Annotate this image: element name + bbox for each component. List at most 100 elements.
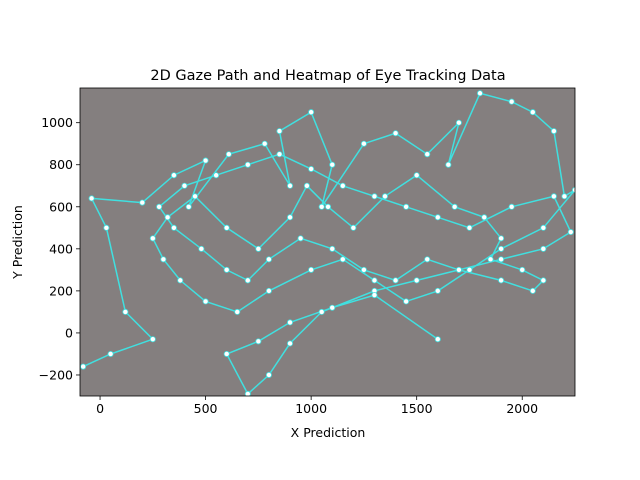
y-tick-label: 600 bbox=[49, 199, 73, 214]
gaze-point bbox=[550, 193, 557, 200]
y-tick-label: 1000 bbox=[41, 115, 73, 130]
gaze-point bbox=[519, 266, 526, 273]
gaze-point bbox=[265, 287, 272, 294]
plot-area bbox=[80, 90, 575, 396]
gaze-point bbox=[255, 338, 262, 345]
x-tick-label: 1500 bbox=[401, 401, 433, 416]
gaze-point bbox=[308, 109, 315, 116]
gaze-point bbox=[508, 98, 515, 105]
gaze-point bbox=[244, 277, 251, 284]
gaze-point bbox=[371, 292, 378, 299]
gaze-point bbox=[265, 371, 272, 378]
gaze-point bbox=[88, 195, 95, 202]
gaze-point bbox=[192, 193, 199, 200]
gaze-point bbox=[572, 186, 575, 193]
gaze-point bbox=[261, 140, 268, 147]
gaze-point bbox=[413, 172, 420, 179]
gaze-point bbox=[287, 182, 294, 189]
gaze-point bbox=[122, 308, 129, 315]
gaze-point bbox=[403, 203, 410, 210]
gaze-point bbox=[498, 256, 505, 263]
gaze-point bbox=[287, 319, 294, 326]
gaze-point bbox=[451, 203, 458, 210]
gaze-point bbox=[529, 109, 536, 116]
y-tick-label: 400 bbox=[49, 241, 73, 256]
gaze-point bbox=[508, 203, 515, 210]
gaze-point bbox=[181, 182, 188, 189]
gaze-point bbox=[487, 256, 494, 263]
gaze-point bbox=[550, 128, 557, 135]
gaze-point bbox=[223, 350, 230, 357]
y-tick-label: 800 bbox=[49, 157, 73, 172]
gaze-point bbox=[156, 203, 163, 210]
gaze-point bbox=[466, 266, 473, 273]
gaze-point bbox=[329, 245, 336, 252]
gaze-point bbox=[350, 224, 357, 231]
gaze-point bbox=[160, 256, 167, 263]
gaze-point bbox=[223, 266, 230, 273]
gaze-point bbox=[325, 203, 332, 210]
x-axis-label: X Prediction bbox=[291, 425, 366, 440]
gaze-point bbox=[529, 287, 536, 294]
gaze-point bbox=[318, 308, 325, 315]
gaze-point bbox=[561, 193, 568, 200]
gaze-point bbox=[287, 214, 294, 221]
gaze-point bbox=[287, 340, 294, 347]
gaze-point bbox=[255, 245, 262, 252]
gaze-point bbox=[265, 256, 272, 263]
gaze-point bbox=[149, 235, 156, 242]
gaze-point bbox=[455, 119, 462, 126]
y-tick-label: 200 bbox=[49, 283, 73, 298]
gaze-point bbox=[445, 161, 452, 168]
gaze-point bbox=[339, 182, 346, 189]
gaze-point bbox=[107, 350, 114, 357]
gaze-point bbox=[303, 182, 310, 189]
gaze-point bbox=[202, 298, 209, 305]
x-tick-label: 1000 bbox=[295, 401, 327, 416]
gaze-point bbox=[403, 298, 410, 305]
gaze-point bbox=[466, 224, 473, 231]
gaze-point bbox=[434, 214, 441, 221]
gaze-point bbox=[481, 214, 488, 221]
gaze-point bbox=[308, 266, 315, 273]
gaze-point bbox=[329, 161, 336, 168]
gaze-point bbox=[540, 245, 547, 252]
gaze-point bbox=[170, 224, 177, 231]
gaze-point bbox=[371, 193, 378, 200]
gaze-point bbox=[244, 161, 251, 168]
gaze-point bbox=[392, 130, 399, 137]
gaze-point bbox=[424, 256, 431, 263]
gaze-point bbox=[170, 172, 177, 179]
gaze-point bbox=[498, 235, 505, 242]
gaze-point bbox=[223, 224, 230, 231]
gaze-point bbox=[297, 235, 304, 242]
gaze-point bbox=[413, 277, 420, 284]
gaze-point bbox=[339, 256, 346, 263]
gaze-point bbox=[225, 151, 232, 158]
gaze-path bbox=[82, 92, 575, 396]
gaze-point bbox=[139, 199, 146, 206]
gaze-point bbox=[434, 336, 441, 343]
gaze-point bbox=[360, 266, 367, 273]
gaze-point bbox=[382, 193, 389, 200]
gaze-point bbox=[149, 336, 156, 343]
gaze-point bbox=[371, 277, 378, 284]
gaze-point bbox=[392, 277, 399, 284]
plot-frame bbox=[79, 87, 576, 397]
y-tick-label: 0 bbox=[65, 325, 73, 340]
gaze-point bbox=[177, 277, 184, 284]
plot-background bbox=[80, 88, 575, 396]
gaze-point bbox=[498, 277, 505, 284]
x-tick-label: 0 bbox=[96, 401, 104, 416]
gaze-point bbox=[498, 245, 505, 252]
gaze-point bbox=[80, 363, 87, 370]
x-tick-label: 500 bbox=[194, 401, 218, 416]
gaze-point bbox=[567, 229, 574, 236]
gaze-point bbox=[276, 128, 283, 135]
gaze-point bbox=[202, 157, 209, 164]
y-axis-label: Y Prediction bbox=[10, 205, 25, 280]
gaze-point bbox=[540, 277, 547, 284]
gaze-point bbox=[477, 90, 484, 97]
